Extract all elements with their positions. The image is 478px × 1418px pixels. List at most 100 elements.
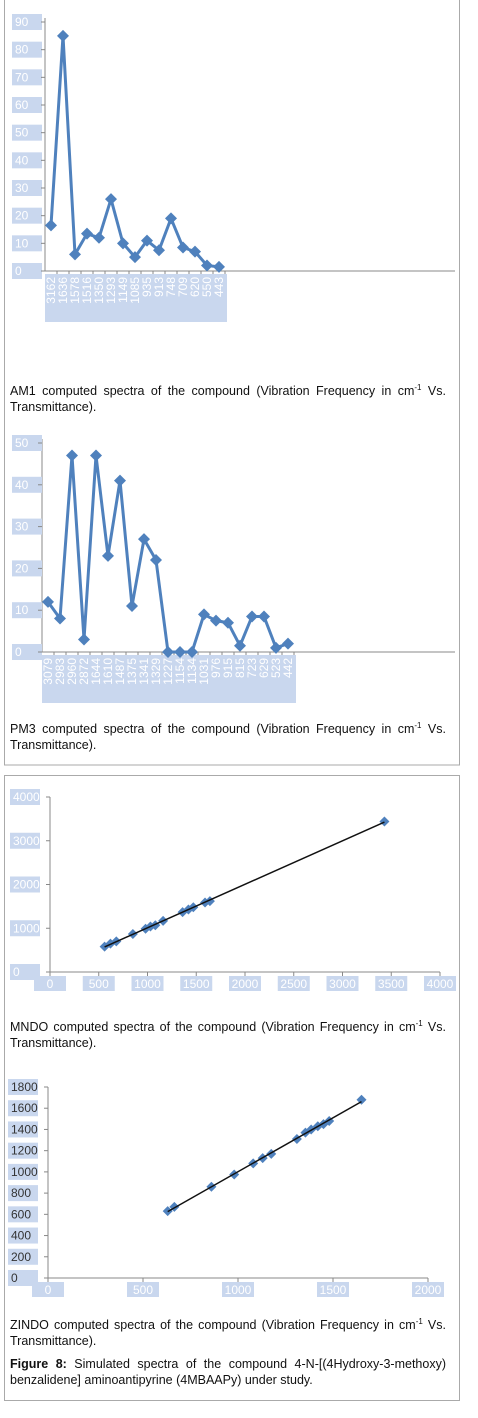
trendline bbox=[167, 1100, 362, 1213]
x-tick-label: 1610 bbox=[101, 658, 115, 685]
point bbox=[114, 474, 126, 487]
figure-caption: Figure 8: Simulated spectra of the compo… bbox=[10, 1356, 446, 1388]
x-tick-bg bbox=[34, 976, 66, 991]
x-tick-label: 1031 bbox=[197, 658, 211, 685]
x-tick-label: 2983 bbox=[53, 658, 67, 685]
point bbox=[189, 245, 201, 258]
y-tick-bg bbox=[8, 1100, 38, 1117]
point bbox=[201, 259, 213, 272]
y-tick-bg bbox=[12, 518, 42, 535]
x-tick-label: 1516 bbox=[80, 277, 94, 304]
x-tick-bg bbox=[82, 976, 115, 991]
point bbox=[213, 260, 225, 273]
y-tick-label: 1000 bbox=[13, 921, 40, 935]
y-tick-label: 0 bbox=[13, 965, 20, 979]
x-tick-bg bbox=[412, 1282, 444, 1297]
x-tick-label: 1293 bbox=[104, 277, 118, 304]
point bbox=[78, 633, 90, 646]
point bbox=[69, 248, 81, 261]
y-tick-bg bbox=[8, 1142, 38, 1159]
x-tick-bg bbox=[424, 976, 456, 991]
x-tick-label: 3000 bbox=[329, 977, 356, 991]
x-tick-label: 748 bbox=[164, 277, 178, 297]
point bbox=[282, 637, 294, 650]
x-tick-bg bbox=[375, 976, 408, 991]
point bbox=[93, 231, 105, 244]
x-tick-label: 2000 bbox=[232, 977, 259, 991]
y-tick-label: 20 bbox=[15, 561, 29, 575]
point bbox=[174, 646, 186, 658]
x-tick-bg bbox=[131, 976, 164, 991]
y-tick-bg bbox=[8, 1121, 38, 1138]
y-tick-bg bbox=[12, 644, 42, 660]
x-tick-label: 500 bbox=[133, 1283, 153, 1297]
point bbox=[138, 533, 150, 546]
y-tick-label: 10 bbox=[15, 603, 29, 617]
x-tick-label: 1154 bbox=[173, 658, 187, 684]
point bbox=[66, 449, 78, 462]
point bbox=[186, 646, 198, 658]
y-tick-bg bbox=[12, 435, 42, 451]
x-tick-label: 815 bbox=[233, 658, 247, 678]
caption-text: Vs. Transmittance). bbox=[10, 1318, 446, 1348]
caption: ZINDO computed spectra of the compound (… bbox=[10, 1317, 446, 1349]
caption-text: MNDO computed spectra of the compound (V… bbox=[10, 1020, 416, 1034]
x-tick-label: 1500 bbox=[183, 977, 210, 991]
point bbox=[177, 241, 189, 254]
x-tick-label: 2960 bbox=[65, 658, 79, 685]
x-tick-label: 915 bbox=[221, 658, 235, 678]
point bbox=[42, 595, 54, 608]
y-tick-bg bbox=[12, 97, 42, 113]
y-tick-label: 50 bbox=[15, 126, 29, 140]
point bbox=[165, 212, 177, 225]
y-tick-label: 0 bbox=[11, 1271, 18, 1285]
caption-text: Vs. Transmittance). bbox=[10, 384, 446, 414]
y-tick-bg bbox=[8, 1206, 38, 1223]
point bbox=[379, 816, 390, 827]
x-tick-label: 1578 bbox=[68, 277, 82, 304]
y-tick-bg bbox=[10, 789, 40, 805]
y-tick-label: 30 bbox=[15, 520, 29, 534]
x-tick-label: 550 bbox=[200, 277, 214, 297]
y-tick-label: 4000 bbox=[13, 790, 40, 804]
point bbox=[90, 449, 102, 462]
y-tick-bg bbox=[8, 1163, 38, 1180]
y-tick-bg bbox=[10, 832, 40, 849]
y-tick-bg bbox=[12, 476, 42, 493]
x-tick-bg bbox=[127, 1282, 159, 1297]
x-tick-label: 1341 bbox=[137, 658, 151, 685]
y-tick-label: 200 bbox=[11, 1250, 31, 1264]
x-tick-label: 709 bbox=[176, 277, 190, 297]
y-tick-bg bbox=[12, 263, 42, 279]
y-tick-bg bbox=[10, 920, 40, 937]
x-tick-bg bbox=[277, 976, 310, 991]
point bbox=[210, 614, 222, 627]
x-tick-label: 1329 bbox=[149, 658, 163, 685]
y-tick-label: 50 bbox=[15, 436, 29, 450]
y-tick-bg bbox=[12, 69, 42, 86]
x-tick-label: 1000 bbox=[225, 1283, 252, 1297]
caption-text: Vs. Transmittance). bbox=[10, 722, 446, 752]
x-tick-label: 2872 bbox=[77, 658, 91, 685]
caption-text: ZINDO computed spectra of the compound (… bbox=[10, 1318, 416, 1332]
y-tick-label: 1600 bbox=[11, 1101, 38, 1115]
y-tick-label: 1200 bbox=[11, 1144, 38, 1158]
x-tick-label: 3500 bbox=[378, 977, 405, 991]
point bbox=[81, 227, 93, 240]
x-tick-label: 629 bbox=[257, 658, 271, 678]
point bbox=[141, 234, 153, 247]
x-tick-bg bbox=[229, 976, 261, 991]
panel-border bbox=[4, 0, 460, 766]
figure-label: Figure 8: bbox=[10, 1357, 67, 1371]
y-tick-bg bbox=[12, 124, 42, 141]
y-tick-bg bbox=[12, 41, 42, 58]
x-tick-label: 442 bbox=[281, 658, 295, 678]
x-tick-bg bbox=[32, 1282, 64, 1297]
x-tick-label: 1375 bbox=[125, 658, 139, 685]
point bbox=[105, 193, 117, 206]
x-tick-label: 3162 bbox=[44, 277, 58, 304]
y-tick-label: 1400 bbox=[11, 1122, 38, 1136]
y-tick-bg bbox=[12, 180, 42, 196]
caption-sup: -1 bbox=[414, 382, 422, 392]
